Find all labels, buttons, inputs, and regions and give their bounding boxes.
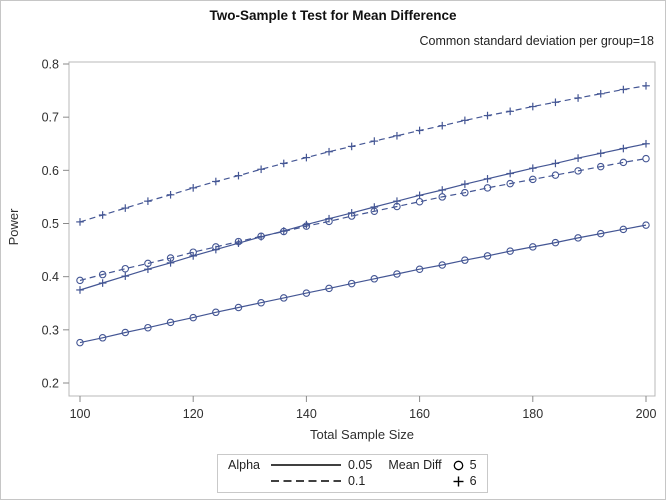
y-axis-label: Power — [6, 208, 21, 246]
circle-marker — [212, 308, 220, 317]
circle-marker — [438, 193, 446, 201]
circle-marker — [280, 227, 288, 236]
y-tick-label: 0.6 — [42, 164, 59, 178]
circle-marker — [393, 270, 401, 278]
y-tick-label: 0.5 — [42, 217, 59, 231]
y-tick-label: 0.4 — [42, 270, 59, 284]
chart-subtitle: Common standard deviation per group=18 — [419, 34, 654, 48]
circle-marker — [234, 237, 243, 246]
circle-marker — [506, 179, 514, 188]
y-tick-label: 0.8 — [42, 58, 59, 72]
series-line — [79, 85, 647, 223]
circle-marker — [415, 265, 424, 273]
legend-item-meandiff-5: 5 — [452, 457, 477, 473]
circle-marker-icon — [453, 460, 463, 470]
circle-marker — [325, 284, 333, 293]
circle-marker — [302, 289, 311, 297]
circle-marker — [280, 294, 288, 302]
legend-alpha-title: Alpha — [228, 458, 260, 472]
circle-marker — [551, 238, 560, 247]
circle-marker — [76, 338, 84, 347]
x-tick-label: 180 — [522, 407, 543, 421]
circle-marker — [574, 234, 582, 242]
circle-marker — [483, 184, 492, 192]
circle-marker — [189, 248, 197, 256]
circle-marker — [76, 276, 84, 285]
x-axis-label: Total Sample Size — [310, 427, 414, 442]
plot-area: Power Total Sample Size 0.2 0.3 0.4 0.5 0.6 0… — [6, 58, 657, 443]
circle-marker — [461, 256, 469, 264]
circle-marker — [257, 232, 265, 241]
circle-marker — [506, 247, 514, 255]
chart-title: Two-Sample t Test for Mean Difference — [209, 8, 457, 23]
circle-marker — [642, 221, 650, 229]
legend-alpha-items: 0.05 0.1 — [270, 457, 372, 489]
series-line — [79, 224, 647, 344]
legend-item-meandiff-6: 6 — [452, 473, 477, 489]
circle-marker — [257, 298, 265, 307]
circle-marker — [370, 275, 379, 283]
y-tick-label: 0.2 — [42, 377, 59, 391]
x-tick-label: 120 — [183, 407, 204, 421]
circle-marker — [551, 171, 560, 179]
legend-item-label: 0.05 — [347, 458, 373, 472]
series-line — [79, 143, 647, 291]
circle-marker — [189, 313, 197, 322]
legend-meandiff-title: Mean Diff — [388, 458, 442, 472]
y-tick-label: 0.7 — [42, 111, 59, 125]
circle-marker — [529, 243, 537, 251]
circle-marker — [121, 264, 130, 273]
circle-marker — [98, 334, 107, 342]
circle-marker — [302, 222, 311, 230]
y-tick-label: 0.3 — [42, 323, 59, 337]
circle-marker — [166, 318, 175, 327]
circle-marker — [347, 279, 356, 288]
circle-marker — [619, 225, 628, 234]
circle-marker — [596, 229, 605, 238]
circle-marker — [596, 162, 605, 171]
circle-marker — [483, 252, 492, 260]
circle-marker — [347, 212, 356, 220]
legend-item-label: 6 — [469, 474, 477, 488]
circle-marker — [393, 202, 401, 211]
circle-marker — [121, 328, 130, 337]
plot-wall — [68, 61, 656, 397]
dashed-line-icon — [270, 480, 341, 482]
circle-marker — [370, 207, 379, 216]
circle-marker — [212, 243, 220, 251]
circle-marker — [166, 254, 175, 262]
solid-line-icon — [270, 464, 341, 466]
plus-marker-icon — [453, 476, 464, 486]
circle-marker — [415, 197, 424, 206]
circle-marker — [438, 261, 446, 269]
x-tick-label: 200 — [636, 407, 657, 421]
circle-marker — [325, 217, 333, 226]
legend-meandiff-items: 5 6 — [452, 457, 477, 489]
legend-item-label: 0.1 — [347, 474, 366, 488]
circle-marker — [144, 323, 152, 332]
circle-marker — [98, 270, 107, 279]
series-line — [79, 158, 647, 281]
legend-item-label: 5 — [469, 458, 477, 472]
circle-marker — [574, 167, 582, 175]
circle-marker — [234, 303, 243, 312]
x-tick-label: 160 — [409, 407, 430, 421]
circle-marker — [642, 154, 650, 163]
x-tick-label: 100 — [70, 407, 91, 421]
legend-item-alpha-01: 0.1 — [270, 473, 372, 489]
legend-item-alpha-005: 0.05 — [270, 457, 372, 473]
circle-marker — [461, 188, 469, 197]
circle-marker — [619, 158, 628, 167]
circle-marker — [144, 259, 152, 268]
circle-marker — [529, 175, 537, 184]
x-tick-label: 140 — [296, 407, 317, 421]
legend: Alpha 0.05 0.1 Mean Diff 5 — [217, 454, 488, 493]
